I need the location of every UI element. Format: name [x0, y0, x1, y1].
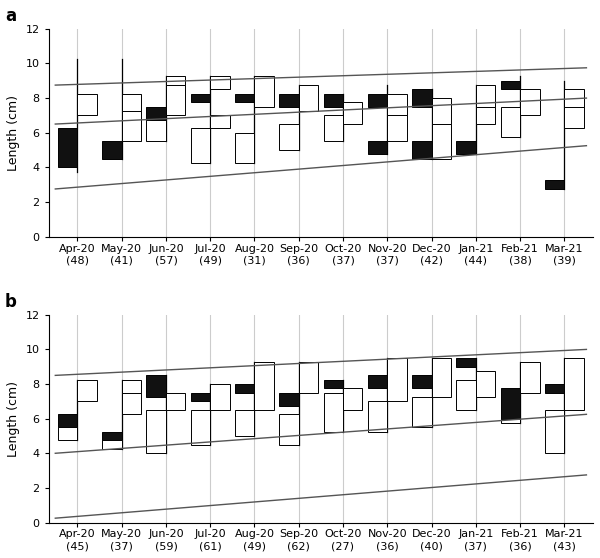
Bar	[323, 116, 343, 141]
Bar	[299, 85, 318, 111]
Bar	[191, 128, 210, 163]
Bar	[102, 141, 122, 158]
Bar	[456, 358, 476, 367]
Bar	[456, 141, 476, 155]
Bar	[102, 432, 122, 440]
Bar	[279, 393, 299, 406]
Bar	[102, 440, 122, 449]
Bar	[520, 362, 539, 393]
Bar	[343, 388, 362, 410]
Bar	[58, 427, 77, 440]
Bar	[235, 133, 254, 163]
Bar	[368, 94, 387, 107]
Bar	[210, 76, 230, 89]
Bar	[520, 89, 539, 116]
Bar	[368, 401, 387, 432]
Bar	[323, 393, 343, 432]
Bar	[279, 94, 299, 107]
Bar	[146, 107, 166, 120]
Bar	[58, 415, 77, 427]
Bar	[412, 141, 431, 158]
Bar	[500, 81, 520, 89]
Bar	[564, 89, 584, 107]
Bar	[146, 410, 166, 453]
Bar	[235, 94, 254, 103]
Bar	[146, 376, 166, 397]
Bar	[58, 128, 77, 167]
Bar	[431, 358, 451, 397]
Bar	[122, 111, 141, 141]
Bar	[456, 379, 476, 410]
Bar	[545, 180, 564, 189]
Bar	[166, 85, 185, 116]
Bar	[299, 362, 318, 393]
Bar	[412, 376, 431, 388]
Bar	[323, 379, 343, 388]
Bar	[387, 358, 407, 401]
Bar	[77, 94, 97, 116]
Bar	[368, 141, 387, 155]
Bar	[122, 393, 141, 415]
Bar	[431, 124, 451, 158]
Bar	[279, 124, 299, 150]
Bar	[500, 388, 520, 418]
Bar	[146, 120, 166, 141]
Bar	[476, 371, 495, 397]
Bar	[191, 94, 210, 103]
Bar	[343, 103, 362, 124]
Bar	[412, 89, 431, 107]
Bar	[166, 76, 185, 85]
Bar	[254, 362, 274, 410]
Bar	[545, 384, 564, 393]
Bar	[210, 116, 230, 128]
Bar	[476, 107, 495, 124]
Y-axis label: Length (cm): Length (cm)	[7, 381, 20, 456]
Bar	[254, 76, 274, 107]
Bar	[500, 418, 520, 423]
Bar	[323, 94, 343, 107]
Bar	[564, 358, 584, 410]
Bar	[387, 116, 407, 141]
Bar	[122, 94, 141, 111]
Bar	[191, 410, 210, 445]
Text: a: a	[5, 7, 16, 25]
Bar	[545, 410, 564, 453]
Bar	[564, 107, 584, 128]
Bar	[500, 107, 520, 137]
Bar	[368, 376, 387, 388]
Bar	[279, 415, 299, 445]
Bar	[235, 384, 254, 393]
Bar	[166, 393, 185, 410]
Text: b: b	[5, 292, 17, 311]
Bar	[77, 379, 97, 401]
Bar	[122, 379, 141, 393]
Bar	[412, 397, 431, 427]
Bar	[210, 384, 230, 410]
Bar	[431, 98, 451, 124]
Bar	[476, 85, 495, 107]
Y-axis label: Length (cm): Length (cm)	[7, 95, 20, 171]
Bar	[191, 393, 210, 401]
Bar	[387, 94, 407, 116]
Bar	[235, 410, 254, 436]
